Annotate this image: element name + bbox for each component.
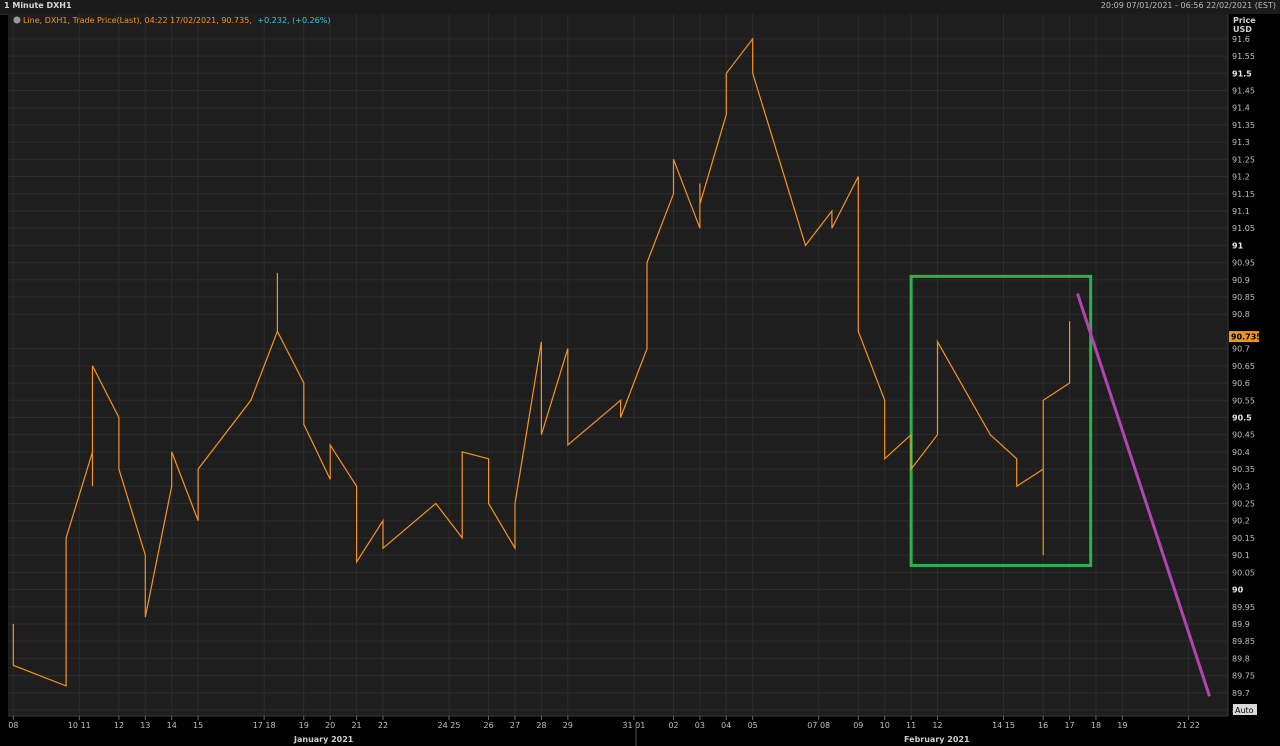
last-price-value: 90.735 (1231, 333, 1262, 342)
x-tick-label: 10 11 (68, 721, 91, 730)
y-tick-label: 90.4 (1232, 448, 1250, 457)
svg-text:Line, DXH1, Trade Price(Last),: Line, DXH1, Trade Price(Last), 04:22 17/… (23, 16, 330, 25)
x-tick-label: 02 (668, 721, 678, 730)
last-price-tag: 90.735 (1229, 331, 1262, 343)
legend[interactable]: Line, DXH1, Trade Price(Last), 04:22 17/… (13, 16, 331, 25)
last-price-tag-box (1229, 331, 1259, 343)
y-tick-label: 89.7 (1232, 689, 1250, 698)
y-tick-label: 89.9 (1232, 620, 1250, 629)
y-tick-label: 90.45 (1232, 431, 1255, 440)
x-tick-label: 16 (1038, 721, 1048, 730)
x-tick-label: 05 (748, 721, 758, 730)
x-tick-label: 26 (484, 721, 494, 730)
y-tick-label: 91.05 (1232, 224, 1255, 233)
grid (8, 14, 1228, 716)
trend-line (1076, 293, 1211, 697)
y-axis-panel (1228, 14, 1280, 746)
x-tick-label: 12 (932, 721, 942, 730)
x-tick-label: 31 01 (622, 721, 645, 730)
x-tick-label: 07 08 (807, 721, 830, 730)
x-tick-label: 14 15 (992, 721, 1015, 730)
y-tick-label: 90.5 (1232, 413, 1252, 422)
x-tick-label: 17 (1064, 721, 1074, 730)
y-tick-label: 91.5 (1232, 69, 1252, 78)
y-axis-unit: USD (1233, 25, 1252, 34)
x-tick-label: 08 (8, 721, 18, 730)
x-tick-label: 24 25 (438, 721, 461, 730)
y-tick-label: 91.6 (1232, 35, 1250, 44)
y-tick-label: 90.8 (1232, 310, 1250, 319)
x-axis-panel (0, 716, 1280, 746)
auto-button-label[interactable]: Auto (1235, 706, 1254, 715)
y-tick-label: 90.05 (1232, 568, 1255, 577)
x-tick-label: 29 (563, 721, 573, 730)
x-axis: 08 10 11 12 13 14 15 17 18 19 20 21 22 24 25 26 27 28 2… (8, 716, 1200, 730)
x-tick-label: 11 (906, 721, 916, 730)
x-tick-label: 21 22 (1177, 721, 1200, 730)
y-tick-label: 90.15 (1232, 534, 1255, 543)
x-tick-label: 12 (114, 721, 124, 730)
x-tick-label: 14 (167, 721, 177, 730)
y-tick-label: 90.35 (1232, 465, 1255, 474)
y-tick-label: 90.6 (1232, 379, 1250, 388)
x-tick-label: 03 (695, 721, 705, 730)
x-tick-label: 10 (880, 721, 890, 730)
price-line (12, 37, 1071, 687)
y-tick-label: 90.9 (1232, 276, 1250, 285)
y-tick-label: 90.1 (1232, 551, 1250, 560)
y-tick-label: 90.3 (1232, 482, 1250, 491)
auto-button-bg[interactable] (1233, 704, 1257, 715)
y-tick-label: 91.35 (1232, 121, 1255, 130)
y-axis: 91.6 91.55 91.5 91.45 91.4 91.35 91.3 91.25 91.2… (1232, 35, 1255, 715)
y-tick-label: 91 (1232, 241, 1244, 250)
y-tick-label: 91.15 (1232, 190, 1255, 199)
x-tick-label: 19 (1117, 721, 1127, 730)
x-tick-label: 04 (721, 721, 731, 730)
y-tick-label: 90.2 (1232, 517, 1250, 526)
y-tick-label: 90.95 (1232, 259, 1255, 268)
y-tick-label: 90.85 (1232, 293, 1255, 302)
y-tick-label: 89.8 (1232, 654, 1250, 663)
y-tick-label: 90.25 (1232, 500, 1255, 509)
legend-change: +0.232, (+0.26%) (257, 16, 330, 25)
x-tick-label: 13 (140, 721, 150, 730)
y-tick-label: 91.1 (1232, 207, 1250, 216)
y-tick-label: 91.45 (1232, 87, 1255, 96)
window-title: 1 Minute DXH1 (4, 1, 72, 10)
price-chart[interactable]: 91.6 91.55 91.5 91.45 91.4 91.35 91.3 91.25 91.2… (0, 14, 1280, 746)
month-label-february: February 2021 (904, 735, 970, 744)
legend-label: Line, DXH1, Trade Price(Last), 04:22 17/… (23, 16, 252, 25)
x-tick-label: 28 (536, 721, 546, 730)
y-tick-label: 89.95 (1232, 603, 1255, 612)
y-tick-label: 91.3 (1232, 138, 1250, 147)
x-tick-label: 21 (351, 721, 361, 730)
y-tick-label: 89.75 (1232, 672, 1255, 681)
plot-area[interactable] (8, 14, 1228, 716)
date-range: 20:09 07/01/2021 - 06:56 22/02/2021 (EST… (1100, 1, 1276, 10)
annotations (909, 274, 1211, 697)
x-tick-label: 27 (510, 721, 520, 730)
y-axis-title: Price (1233, 16, 1256, 25)
y-tick-label: 90.65 (1232, 362, 1255, 371)
x-tick-label: 20 (325, 721, 335, 730)
month-label-january: January 2021 (293, 735, 354, 744)
x-tick-label: 17 18 (253, 721, 276, 730)
x-tick-label: 09 (853, 721, 863, 730)
y-tick-label: 89.85 (1232, 637, 1255, 646)
highlight-box (909, 274, 1093, 567)
x-tick-label: 22 (378, 721, 388, 730)
y-tick-label: 90.55 (1232, 396, 1255, 405)
y-tick-label: 91.55 (1232, 52, 1255, 61)
x-tick-label: 18 (1091, 721, 1101, 730)
y-tick-label: 90 (1232, 586, 1244, 595)
y-tick-label: 91.25 (1232, 155, 1255, 164)
title-bar: 1 Minute DXH1 20:09 07/01/2021 - 06:56 2… (0, 0, 1280, 15)
x-tick-label: 19 (299, 721, 309, 730)
y-tick-label: 91.2 (1232, 173, 1250, 182)
chart-settings-icon[interactable] (13, 16, 21, 24)
x-tick-label: 15 (193, 721, 203, 730)
y-tick-label: 91.4 (1232, 104, 1250, 113)
auto-scale-button[interactable]: Auto (1233, 704, 1257, 715)
y-tick-label: 90.7 (1232, 345, 1250, 354)
